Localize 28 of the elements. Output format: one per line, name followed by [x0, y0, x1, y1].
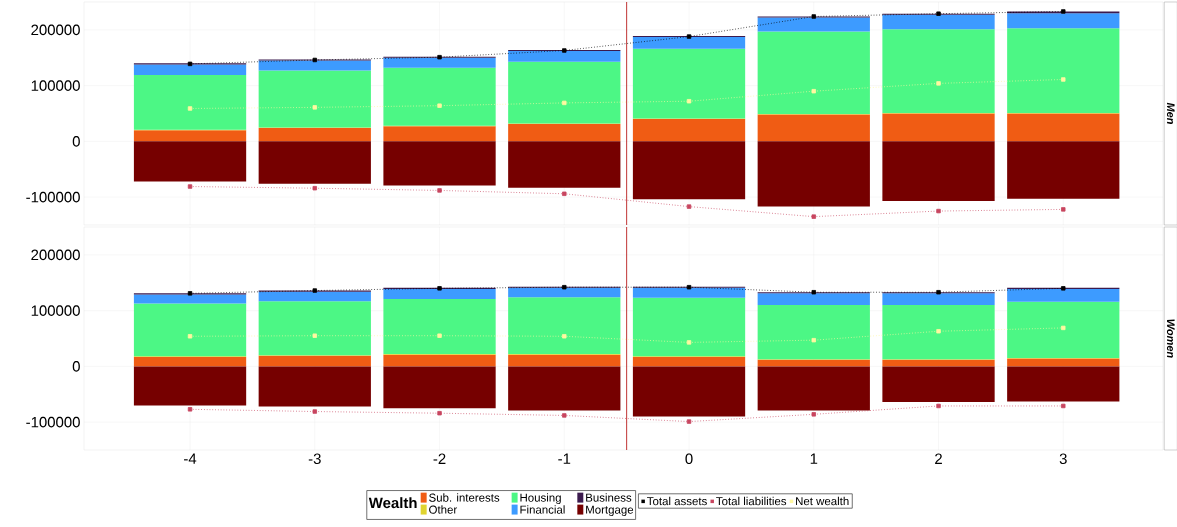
- y-tick-label: 0: [72, 361, 80, 372]
- legend-label: Net wealth: [796, 496, 849, 506]
- y-tick-label: 0: [72, 136, 80, 147]
- y-tick-label: -100000: [26, 191, 80, 203]
- legend-title: Wealth: [368, 497, 417, 509]
- y-tick-label: 100000: [31, 80, 80, 91]
- legend-label: Total assets: [647, 496, 707, 506]
- y-tick-label: 200000: [31, 249, 80, 261]
- text: Women: [1166, 319, 1175, 358]
- x-tick-label: -3: [308, 453, 321, 465]
- y-tick-label: -100000: [26, 416, 80, 428]
- legend-label: Business: [586, 493, 632, 502]
- legend-label: Housing: [520, 493, 561, 504]
- legend-label: Total liabilities: [716, 496, 787, 506]
- legend-label: Mortgage: [586, 505, 634, 516]
- x-tick-label: 1: [810, 453, 818, 464]
- legend-label: Sub. interests: [429, 493, 500, 502]
- x-tick-label: -2: [433, 453, 446, 464]
- legend-label: Financial: [520, 505, 565, 514]
- x-tick-label: -1: [558, 453, 571, 464]
- x-tick-label: -4: [184, 453, 197, 464]
- x-tick-label: 3: [1059, 453, 1067, 465]
- x-tick-label: 0: [685, 453, 693, 465]
- x-tick-label: 2: [935, 453, 942, 464]
- text: Men: [1166, 102, 1175, 124]
- y-tick-label: 200000: [31, 24, 80, 36]
- legend-label: Other: [429, 505, 458, 514]
- y-tick-label: 100000: [31, 305, 80, 316]
